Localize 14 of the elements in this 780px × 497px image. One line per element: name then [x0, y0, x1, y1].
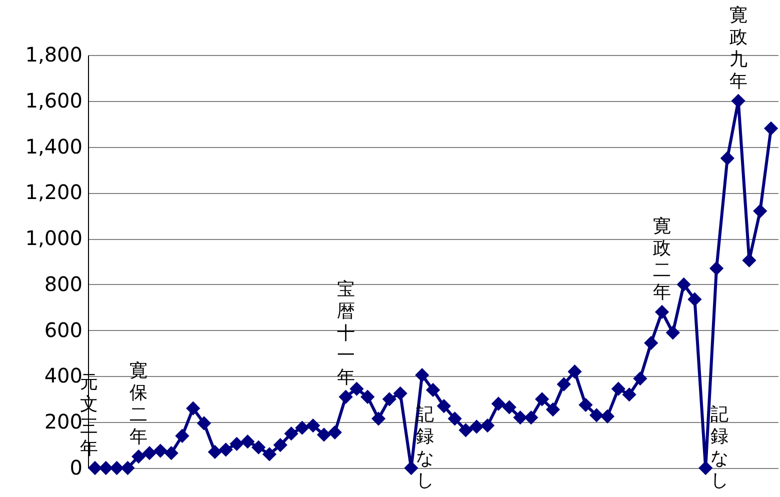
y-tick-label: 600: [44, 318, 82, 342]
y-tick-label: 1,000: [25, 226, 82, 250]
y-tick-label: 0: [70, 456, 82, 480]
data-label: 寛保二年: [130, 360, 148, 448]
y-tick-label: 800: [44, 272, 82, 296]
y-tick-label: 1,200: [25, 180, 82, 204]
data-label: 寛政二年: [652, 216, 671, 303]
data-label: 寛政九年: [729, 4, 748, 92]
y-tick-label: 1,800: [25, 42, 82, 66]
data-label: 宝暦十一年: [336, 278, 355, 388]
y-tick-label: 1,600: [25, 88, 82, 112]
y-tick-label: 1,400: [25, 134, 82, 158]
data-label: 記録なし: [710, 404, 729, 491]
y-tick-label: 400: [44, 364, 82, 388]
